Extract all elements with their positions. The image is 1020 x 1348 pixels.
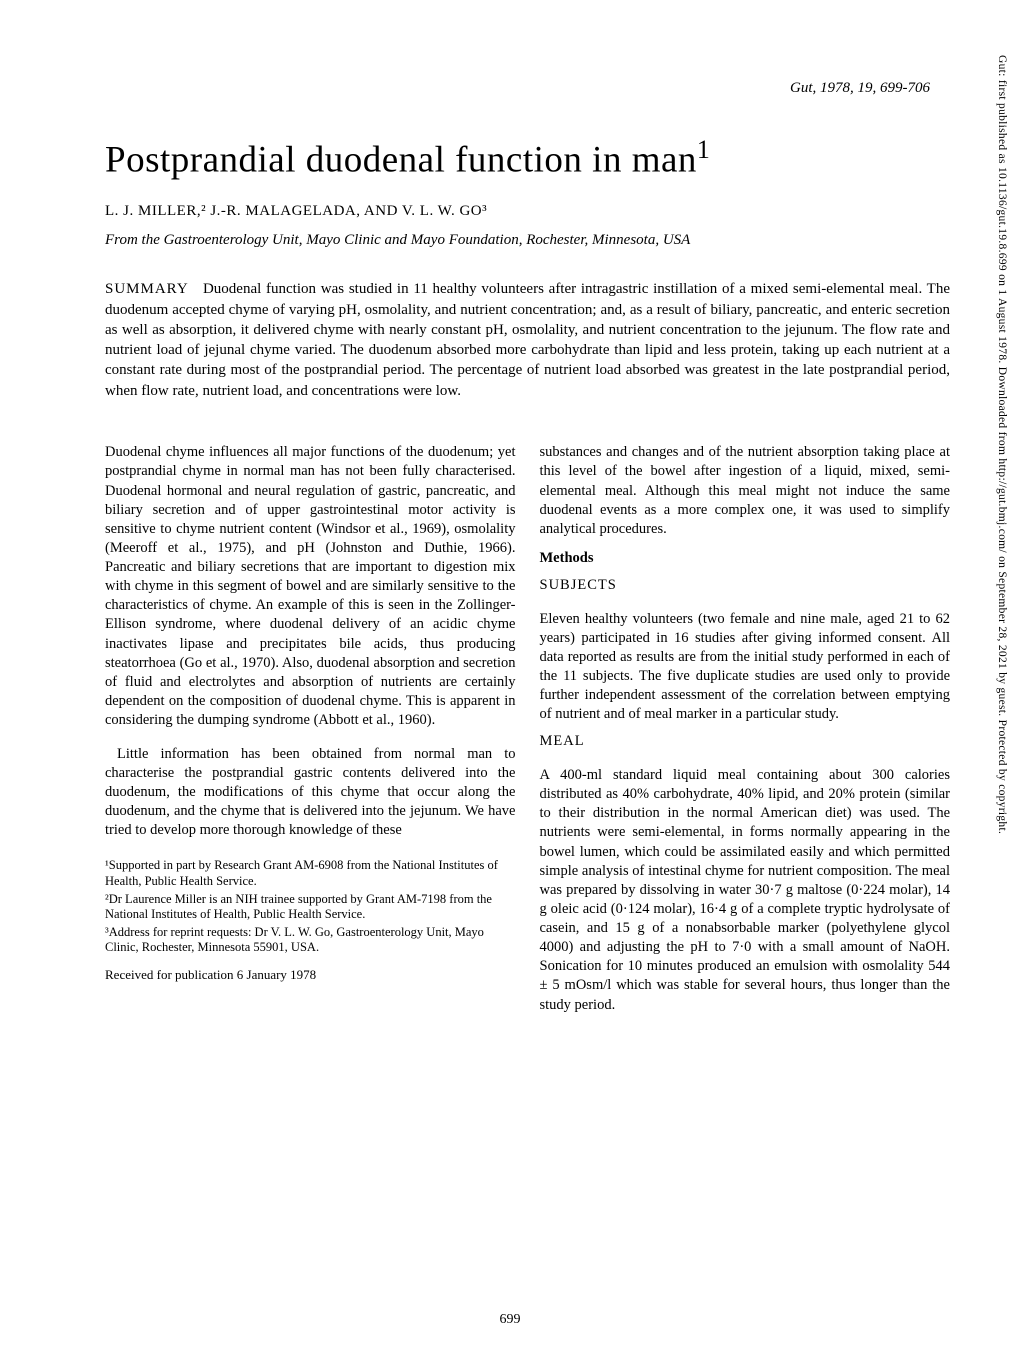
affiliation-line: From the Gastroenterology Unit, Mayo Cli… [105, 232, 950, 249]
subjects-subheading: SUBJECTS [540, 576, 951, 595]
footnote-3: ³Address for reprint requests: Dr V. L. … [105, 925, 516, 956]
intro-para-2: Little information has been obtained fro… [105, 745, 516, 841]
journal-reference: Gut, 1978, 19, 699-706 [105, 80, 930, 97]
subjects-text: Eleven healthy volunteers (two female an… [540, 610, 951, 725]
meal-text: A 400-ml standard liquid meal containing… [540, 766, 951, 1015]
continuation-para: substances and changes and of the nutrie… [540, 443, 951, 539]
summary-block: SUMMARY Duodenal function was studied in… [105, 279, 950, 401]
title-text: Postprandial duodenal function in man [105, 139, 697, 180]
article-title: Postprandial duodenal function in man1 [105, 135, 950, 181]
received-date: Received for publication 6 January 1978 [105, 966, 516, 983]
vertical-copyright-text: Gut: first published as 10.1136/gut.19.8… [992, 55, 1008, 1295]
two-column-body: Duodenal chyme influences all major func… [105, 429, 950, 1015]
footnote-1: ¹Supported in part by Research Grant AM-… [105, 858, 516, 889]
page-container: Gut, 1978, 19, 699-706 Postprandial duod… [0, 0, 1020, 1348]
title-footnote-ref: 1 [697, 135, 710, 164]
intro-para-1: Duodenal chyme influences all major func… [105, 443, 516, 730]
footnote-2: ²Dr Laurence Miller is an NIH trainee su… [105, 892, 516, 923]
footnotes-block: ¹Supported in part by Research Grant AM-… [105, 858, 516, 956]
summary-text: Duodenal function was studied in 11 heal… [105, 281, 950, 398]
left-column: Duodenal chyme influences all major func… [105, 429, 516, 1015]
summary-label: SUMMARY [105, 281, 189, 297]
page-number: 699 [0, 1312, 1020, 1328]
methods-heading: Methods [540, 549, 951, 568]
meal-subheading: MEAL [540, 732, 951, 751]
right-column: substances and changes and of the nutrie… [540, 429, 951, 1015]
author-line: L. J. MILLER,² J.-R. MALAGELADA, AND V. … [105, 203, 950, 220]
